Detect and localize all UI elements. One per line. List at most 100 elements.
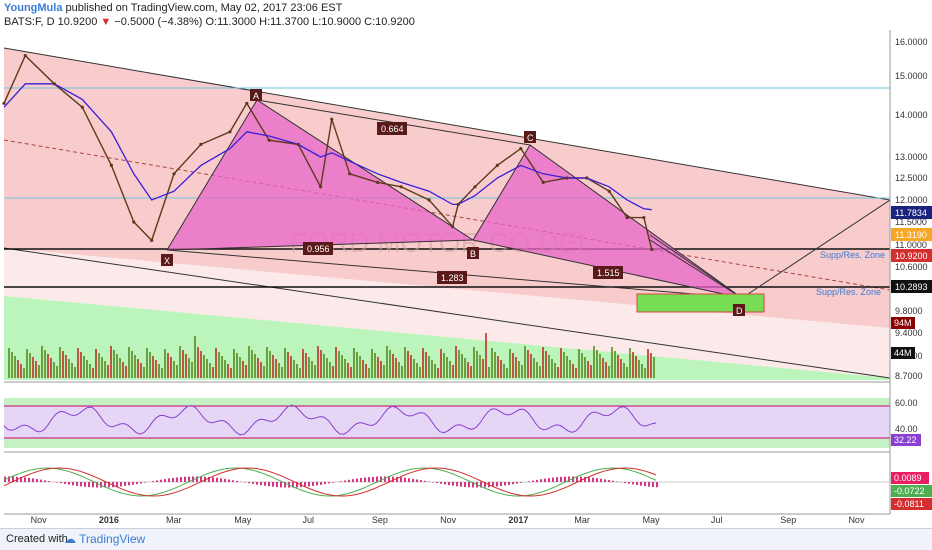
- ratio-label-0956[interactable]: 0.956: [303, 242, 333, 255]
- volume-bar: [425, 352, 427, 378]
- point-label-b[interactable]: B: [467, 247, 479, 259]
- svg-text:B: B: [470, 249, 476, 259]
- price-point[interactable]: [52, 82, 56, 86]
- point-label-a[interactable]: A: [250, 89, 262, 101]
- price-point[interactable]: [565, 176, 569, 180]
- volume-bar: [296, 364, 298, 378]
- price-point[interactable]: [2, 101, 6, 105]
- volume-bar: [620, 359, 622, 378]
- volume-bar: [362, 360, 364, 378]
- macd-hist-bar: [8, 476, 10, 482]
- macd-hist-bar: [184, 476, 186, 482]
- price-point[interactable]: [150, 238, 154, 242]
- volume-bar: [494, 352, 496, 378]
- point-label-c[interactable]: C: [524, 131, 536, 143]
- price-point[interactable]: [399, 185, 403, 189]
- svg-text:32.22: 32.22: [894, 435, 917, 445]
- volume-bar: [203, 355, 205, 378]
- price-point[interactable]: [348, 172, 352, 176]
- volume-bar: [248, 346, 250, 378]
- macd-line[interactable]: [3, 467, 657, 497]
- macd-hist-bar: [248, 482, 250, 484]
- price-point[interactable]: [585, 176, 589, 180]
- price-point[interactable]: [228, 130, 232, 134]
- point-label-d[interactable]: D: [733, 304, 745, 316]
- macd-hist-bar: [560, 476, 562, 482]
- price-point[interactable]: [80, 105, 84, 109]
- price-point[interactable]: [318, 185, 323, 189]
- price-point[interactable]: [267, 138, 271, 142]
- target-zone[interactable]: [636, 293, 765, 313]
- macd-hist-bar: [348, 479, 350, 482]
- main-chart[interactable]: FORD MOTOR CO DEL X A B: [0, 0, 932, 528]
- price-point[interactable]: [450, 225, 455, 229]
- price-point[interactable]: [109, 163, 113, 167]
- point-label-x[interactable]: X: [161, 254, 173, 266]
- price-point[interactable]: [23, 54, 27, 58]
- macd-hist-bar: [372, 476, 374, 482]
- green-channel: [4, 296, 890, 380]
- price-point[interactable]: [625, 216, 629, 220]
- volume-bar: [80, 352, 82, 378]
- price-point[interactable]: [245, 101, 249, 105]
- volume-bar: [575, 368, 577, 378]
- volume-bar: [614, 351, 616, 378]
- volume-bar: [593, 346, 595, 378]
- price-point[interactable]: [172, 172, 176, 176]
- volume-bar: [227, 364, 229, 378]
- macd-hist-bar: [24, 477, 26, 482]
- ratio-label-1515[interactable]: 1.515: [593, 266, 623, 279]
- rsi-line[interactable]: [3, 404, 657, 436]
- price-point[interactable]: [541, 180, 545, 184]
- macd-hist-bar: [584, 476, 586, 482]
- volume-bar: [308, 357, 310, 378]
- channel-top-line: [3, 47, 891, 201]
- macd-hist-bar: [528, 481, 530, 482]
- macd-hist-bar: [340, 481, 342, 482]
- volume-bar: [320, 350, 322, 378]
- price-point[interactable]: [473, 185, 477, 189]
- macd-series-group: [3, 467, 658, 497]
- volume-bar: [557, 367, 559, 378]
- x-axis[interactable]: Nov 2016 Mar May Jul Sep Nov 2017 Mar May Jul Sep No…: [31, 515, 865, 525]
- price-point[interactable]: [642, 216, 646, 220]
- ratio-label-1283[interactable]: 1.283: [437, 271, 467, 284]
- tradingview-logo[interactable]: ☁ TradingView: [64, 532, 145, 546]
- rsi-upper-band: [4, 398, 890, 406]
- volume-bar: [410, 355, 412, 378]
- volume-bar: [302, 349, 304, 378]
- price-point[interactable]: [330, 117, 334, 121]
- price-point[interactable]: [519, 147, 523, 151]
- price-point[interactable]: [199, 142, 203, 146]
- volume-bar: [239, 357, 241, 378]
- price-point[interactable]: [376, 180, 380, 184]
- macd-hist-bar: [284, 482, 286, 488]
- author-name[interactable]: YoungMula: [4, 2, 63, 14]
- volume-bar: [485, 333, 487, 378]
- price-point[interactable]: [427, 198, 431, 202]
- macd-hist-bar: [276, 482, 278, 488]
- price-point[interactable]: [456, 202, 460, 206]
- rsi-tick-label: 40.00: [895, 424, 918, 434]
- volume-bar: [422, 348, 424, 378]
- volume-bar: [554, 363, 556, 378]
- volume-bar: [140, 363, 142, 378]
- price-point[interactable]: [296, 142, 300, 146]
- volume-bar: [173, 361, 175, 378]
- macd-hist-bar: [492, 482, 494, 487]
- price-point[interactable]: [650, 247, 654, 251]
- price-point[interactable]: [132, 220, 136, 224]
- price-point[interactable]: [495, 163, 499, 167]
- y-axis[interactable]: 16.0000 15.0000 14.0000 13.0000 12.5000 12.00…: [895, 37, 928, 434]
- volume-bar: [23, 368, 25, 378]
- signal-line[interactable]: [3, 467, 657, 497]
- volume-bar: [71, 363, 73, 378]
- volume-bar: [317, 346, 319, 378]
- ratio-label-0664[interactable]: 0.664: [377, 122, 407, 135]
- volume-bar: [272, 355, 274, 378]
- published-text: published on TradingView.com, May 02, 20…: [65, 2, 343, 14]
- macd-hist-bar: [176, 477, 178, 482]
- price-point[interactable]: [607, 189, 611, 193]
- volume-bar: [104, 361, 106, 378]
- macd-hist-bar: [76, 482, 78, 486]
